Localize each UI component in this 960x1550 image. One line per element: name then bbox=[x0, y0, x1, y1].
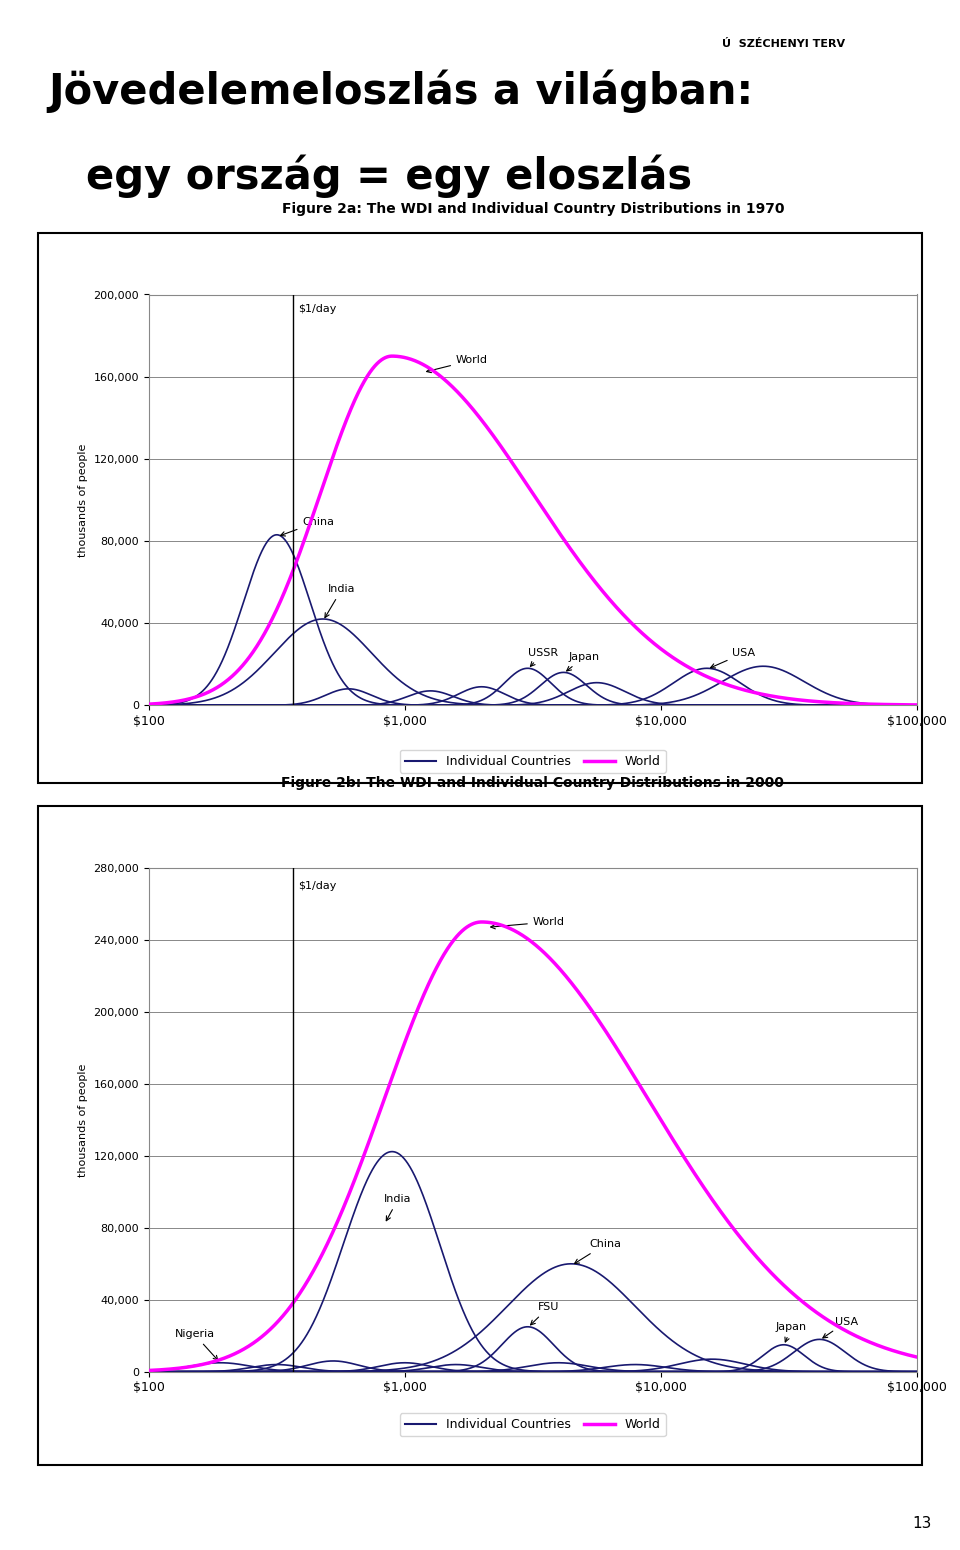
Y-axis label: thousands of people: thousands of people bbox=[78, 443, 88, 556]
Text: USA: USA bbox=[823, 1318, 858, 1338]
Legend: Individual Countries, World: Individual Countries, World bbox=[400, 1414, 665, 1435]
Legend: Individual Countries, World: Individual Countries, World bbox=[400, 750, 665, 773]
Text: World: World bbox=[426, 355, 488, 372]
Text: World: World bbox=[491, 918, 564, 928]
Text: India: India bbox=[384, 1195, 412, 1221]
Text: 13: 13 bbox=[912, 1516, 931, 1531]
Text: egy ország = egy eloszlás: egy ország = egy eloszlás bbox=[86, 155, 692, 198]
Text: Figure 2a: The WDI and Individual Country Distributions in 1970: Figure 2a: The WDI and Individual Countr… bbox=[281, 202, 784, 217]
Y-axis label: thousands of people: thousands of people bbox=[78, 1063, 87, 1176]
Text: Japan: Japan bbox=[566, 653, 600, 671]
Text: Nigeria: Nigeria bbox=[175, 1330, 218, 1361]
Text: Figure 2b: The WDI and Individual Country Distributions in 2000: Figure 2b: The WDI and Individual Countr… bbox=[281, 775, 784, 790]
Text: USSR: USSR bbox=[528, 648, 558, 666]
Text: $1/day: $1/day bbox=[298, 880, 336, 891]
Text: China: China bbox=[280, 516, 334, 536]
Text: Japan: Japan bbox=[776, 1322, 807, 1342]
Text: Ú  SZÉCHENYI TERV: Ú SZÉCHENYI TERV bbox=[722, 39, 845, 48]
Text: FSU: FSU bbox=[531, 1302, 560, 1325]
Text: $1/day: $1/day bbox=[298, 304, 336, 315]
Text: India: India bbox=[324, 584, 355, 617]
Text: Jövedelemeloszlás a világban:: Jövedelemeloszlás a világban: bbox=[48, 70, 754, 113]
Text: China: China bbox=[575, 1240, 621, 1263]
Text: USA: USA bbox=[710, 648, 756, 668]
